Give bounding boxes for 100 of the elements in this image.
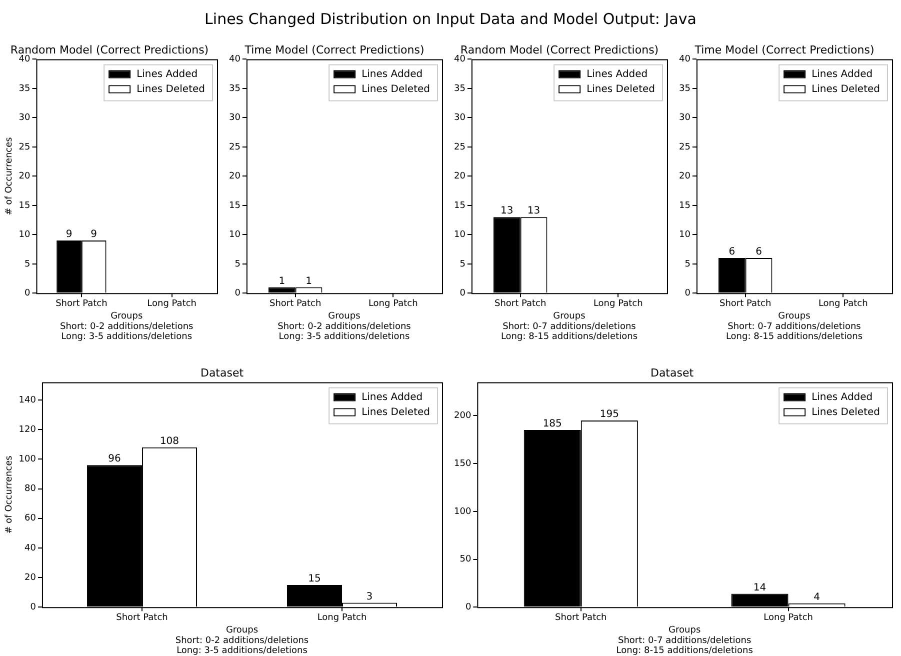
y-tick-label: 200 [454, 411, 472, 422]
y-tick-label: 0 [460, 288, 466, 298]
chart-title: Dataset [200, 366, 244, 380]
x-tick-label: Long Patch [317, 612, 367, 623]
x-tick-label: Long Patch [818, 298, 868, 309]
y-tick-label: 0 [234, 288, 241, 298]
y-tick-label: 10 [229, 230, 241, 240]
data-label: 13 [527, 206, 540, 217]
data-label: 9 [66, 229, 72, 240]
y-tick-label: 25 [229, 142, 240, 152]
chart-title: Random Model (Correct Predictions) [10, 43, 209, 56]
data-label: 3 [366, 591, 373, 602]
y-tick-label: 25 [18, 142, 30, 152]
x-tick-label: Short Patch [494, 298, 546, 309]
y-tick-label: 30 [229, 113, 241, 124]
y-tick-label: 40 [454, 54, 466, 65]
legend-label: Lines Deleted [586, 84, 656, 95]
y-tick-label: 40 [679, 54, 691, 65]
y-tick-label: 20 [454, 172, 466, 182]
x-axis-title: Groups Short: 0-2 additions/deletions Long: 3-5 additions/deletions [175, 625, 309, 656]
y-tick-label: 140 [18, 395, 36, 406]
x-axis-title: Groups Short: 0-7 additions/deletions Long: 8-15 additions/deletions [726, 311, 863, 342]
text: Lines Changed Distribution on Input Data and Model Output: Java [204, 10, 698, 28]
data-label: 185 [542, 418, 562, 430]
x-tick-label: Long Patch [368, 298, 418, 309]
y-tick-label: 20 [229, 172, 241, 182]
data-label: 96 [108, 454, 121, 465]
y-tick-label: 15 [18, 200, 30, 211]
data-label: 195 [600, 409, 619, 420]
chart-title: Time Model (Correct Predictions) [244, 43, 424, 56]
y-tick-label: 0 [24, 288, 31, 298]
x-tick-label: Long Patch [764, 612, 813, 623]
x-tick-label: Long Patch [593, 298, 643, 309]
y-axis-title: # of Occurrences [4, 136, 15, 216]
x-axis-title: Groups Short: 0-2 additions/deletions Long: 3-5 additions/deletions [60, 311, 194, 342]
data-label: 14 [753, 582, 766, 594]
y-tick-label: 0 [684, 288, 691, 298]
y-axis-title: # of Occurrences [4, 455, 15, 534]
x-tick-label: Short Patch [56, 298, 108, 309]
data-label: 108 [160, 436, 180, 447]
y-tick-label: 10 [454, 230, 466, 240]
y-tick-label: 15 [454, 200, 466, 211]
x-axis-title: Groups Short: 0-2 additions/deletions Long: 3-5 additions/deletions [278, 311, 412, 342]
y-tick-label: 30 [18, 113, 31, 124]
data-label: 6 [728, 246, 736, 258]
x-tick-label: Long Patch [147, 298, 196, 309]
y-tick-label: 60 [24, 514, 36, 524]
y-tick-label: 35 [679, 84, 690, 94]
y-tick-label: 35 [454, 84, 466, 94]
y-tick-label: 20 [24, 572, 36, 583]
data-label: 1 [306, 276, 312, 287]
y-tick-label: 20 [679, 172, 691, 182]
chart-title: Time Model (Correct Predictions) [694, 43, 874, 56]
y-tick-label: 5 [460, 259, 466, 270]
legend-label: Lines Added [812, 68, 873, 80]
legend-label: Lines Deleted [136, 84, 206, 95]
y-tick-label: 40 [229, 54, 241, 65]
legend-label: Lines Added [812, 392, 873, 403]
y-tick-label: 80 [24, 484, 36, 494]
y-tick-label: 30 [454, 113, 466, 124]
legend-label: Lines Deleted [812, 406, 880, 418]
x-tick-label: Short Patch [116, 612, 168, 623]
data-label: 13 [500, 206, 514, 217]
x-tick-label: Short Patch [269, 298, 322, 309]
data-label: 15 [308, 574, 321, 585]
x-axis-title: Groups Short: 0-7 additions/deletions Long: 8-15 additions/deletions [616, 625, 754, 656]
y-tick-label: 35 [18, 84, 30, 94]
legend-label: Lines Added [136, 68, 198, 80]
x-axis-title: Groups Short: 0-7 additions/deletions Long: 8-15 additions/deletions [500, 311, 638, 342]
y-tick-label: 35 [229, 84, 240, 94]
y-tick-label: 0 [30, 602, 36, 612]
y-tick-label: 15 [229, 200, 240, 211]
x-tick-label: Short Patch [555, 612, 607, 623]
chart-title: Dataset [650, 366, 694, 380]
y-tick-label: 40 [24, 543, 36, 554]
x-tick-label: Short Patch [719, 298, 772, 309]
y-tick-label: 40 [18, 54, 31, 65]
legend-label: Lines Deleted [362, 84, 430, 95]
y-tick-label: 0 [465, 602, 472, 612]
y-tick-label: 25 [679, 142, 690, 152]
y-tick-label: 15 [679, 200, 690, 211]
legend-label: Lines Added [586, 68, 648, 80]
y-tick-label: 30 [679, 113, 691, 124]
data-label: 9 [90, 229, 98, 240]
legend-label: Lines Deleted [362, 406, 430, 418]
y-tick-label: 5 [234, 259, 240, 270]
legend-label: Lines Added [362, 68, 423, 80]
y-tick-label: 20 [18, 172, 31, 182]
data-label: 1 [278, 276, 286, 287]
y-tick-label: 10 [18, 230, 31, 240]
y-tick-label: 150 [454, 458, 472, 469]
y-tick-label: 5 [684, 259, 690, 270]
data-label: 4 [814, 592, 820, 603]
y-tick-label: 25 [454, 142, 466, 152]
legend-label: Lines Added [362, 392, 423, 403]
data-label: 6 [756, 246, 762, 258]
y-tick-label: 100 [454, 506, 472, 517]
y-tick-label: 120 [18, 424, 36, 435]
chart-title: Random Model (Correct Predictions) [460, 43, 659, 56]
y-tick-label: 100 [18, 454, 36, 464]
